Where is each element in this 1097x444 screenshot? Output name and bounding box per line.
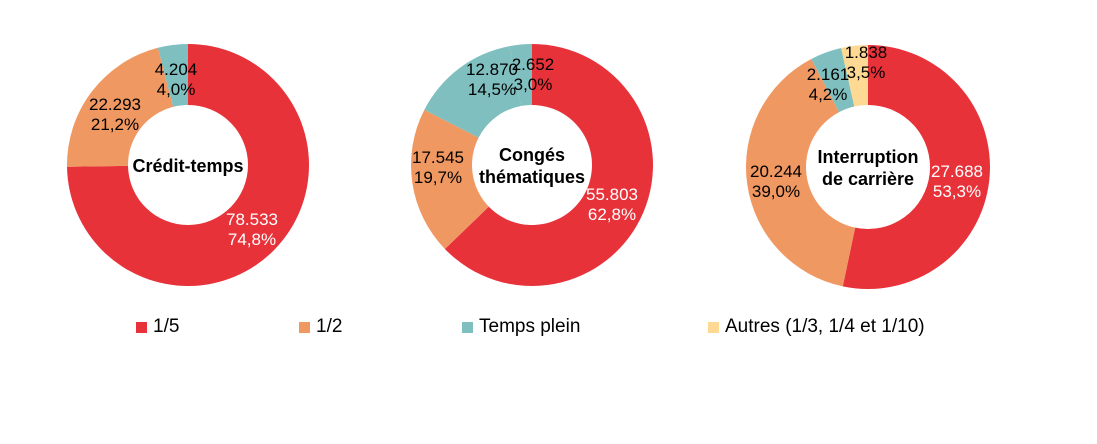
data-label-percent: 3,5% <box>847 63 886 82</box>
legend-item-1-5: 1/5 <box>136 316 179 338</box>
data-label-percent: 4,0% <box>157 80 196 99</box>
legend-label: 1/2 <box>316 316 343 337</box>
data-label-value: 20.244 <box>750 162 802 181</box>
data-label-percent: 62,8% <box>588 205 636 224</box>
legend-item-autres: Autres (1/3, 1/4 et 1/10) <box>708 316 925 338</box>
donut-slice <box>841 45 868 107</box>
chart-title: Congés <box>499 145 565 165</box>
data-label-value: 27.688 <box>931 162 983 181</box>
data-label-value: 4.204 <box>155 60 198 79</box>
donut-slice <box>509 44 532 107</box>
chart-title: Interruption <box>818 147 919 167</box>
donut-slice <box>444 44 654 287</box>
legend-label: Temps plein <box>479 316 581 337</box>
data-label-percent: 21,2% <box>91 115 139 134</box>
donut-slice <box>67 47 174 167</box>
data-label-value: 55.803 <box>586 185 638 204</box>
legend-swatch <box>462 321 473 333</box>
legend-swatch <box>299 321 310 333</box>
legend-label: Autres (1/3, 1/4 et 1/10) <box>725 316 925 337</box>
donut-slice <box>811 48 855 113</box>
legend-item-1-2: 1/2 <box>299 316 342 338</box>
data-label-value: 78.533 <box>226 210 278 229</box>
data-label-percent: 14,5% <box>468 80 516 99</box>
donut-slice <box>745 59 856 287</box>
data-label-value: 12.870 <box>466 60 518 79</box>
donut-slice <box>842 45 990 289</box>
data-label-value: 2.652 <box>512 55 555 74</box>
data-label-value: 2.161 <box>807 65 850 84</box>
data-label-percent: 53,3% <box>933 182 981 201</box>
donut-slice <box>67 44 309 286</box>
data-label-percent: 39,0% <box>752 182 800 201</box>
legend-swatch <box>708 321 719 333</box>
donut-slice <box>157 44 188 107</box>
data-label-percent: 3,0% <box>514 75 553 94</box>
legend-swatch <box>136 321 147 333</box>
legend-label: 1/5 <box>153 316 180 337</box>
data-label-value: 1.838 <box>845 43 888 62</box>
data-label-value: 22.293 <box>89 95 141 114</box>
chart-title: thématiques <box>479 167 585 187</box>
donut-slice <box>411 109 489 249</box>
data-label-percent: 74,8% <box>228 230 276 249</box>
chart-title: de carrière <box>822 169 914 189</box>
data-label-percent: 4,2% <box>809 85 848 104</box>
chart-title: Crédit-temps <box>132 156 243 176</box>
data-label-percent: 19,7% <box>414 168 462 187</box>
donut-slice <box>424 46 521 138</box>
data-label-value: 17.545 <box>412 148 464 167</box>
legend-item-temps-plein: Temps plein <box>462 316 580 338</box>
